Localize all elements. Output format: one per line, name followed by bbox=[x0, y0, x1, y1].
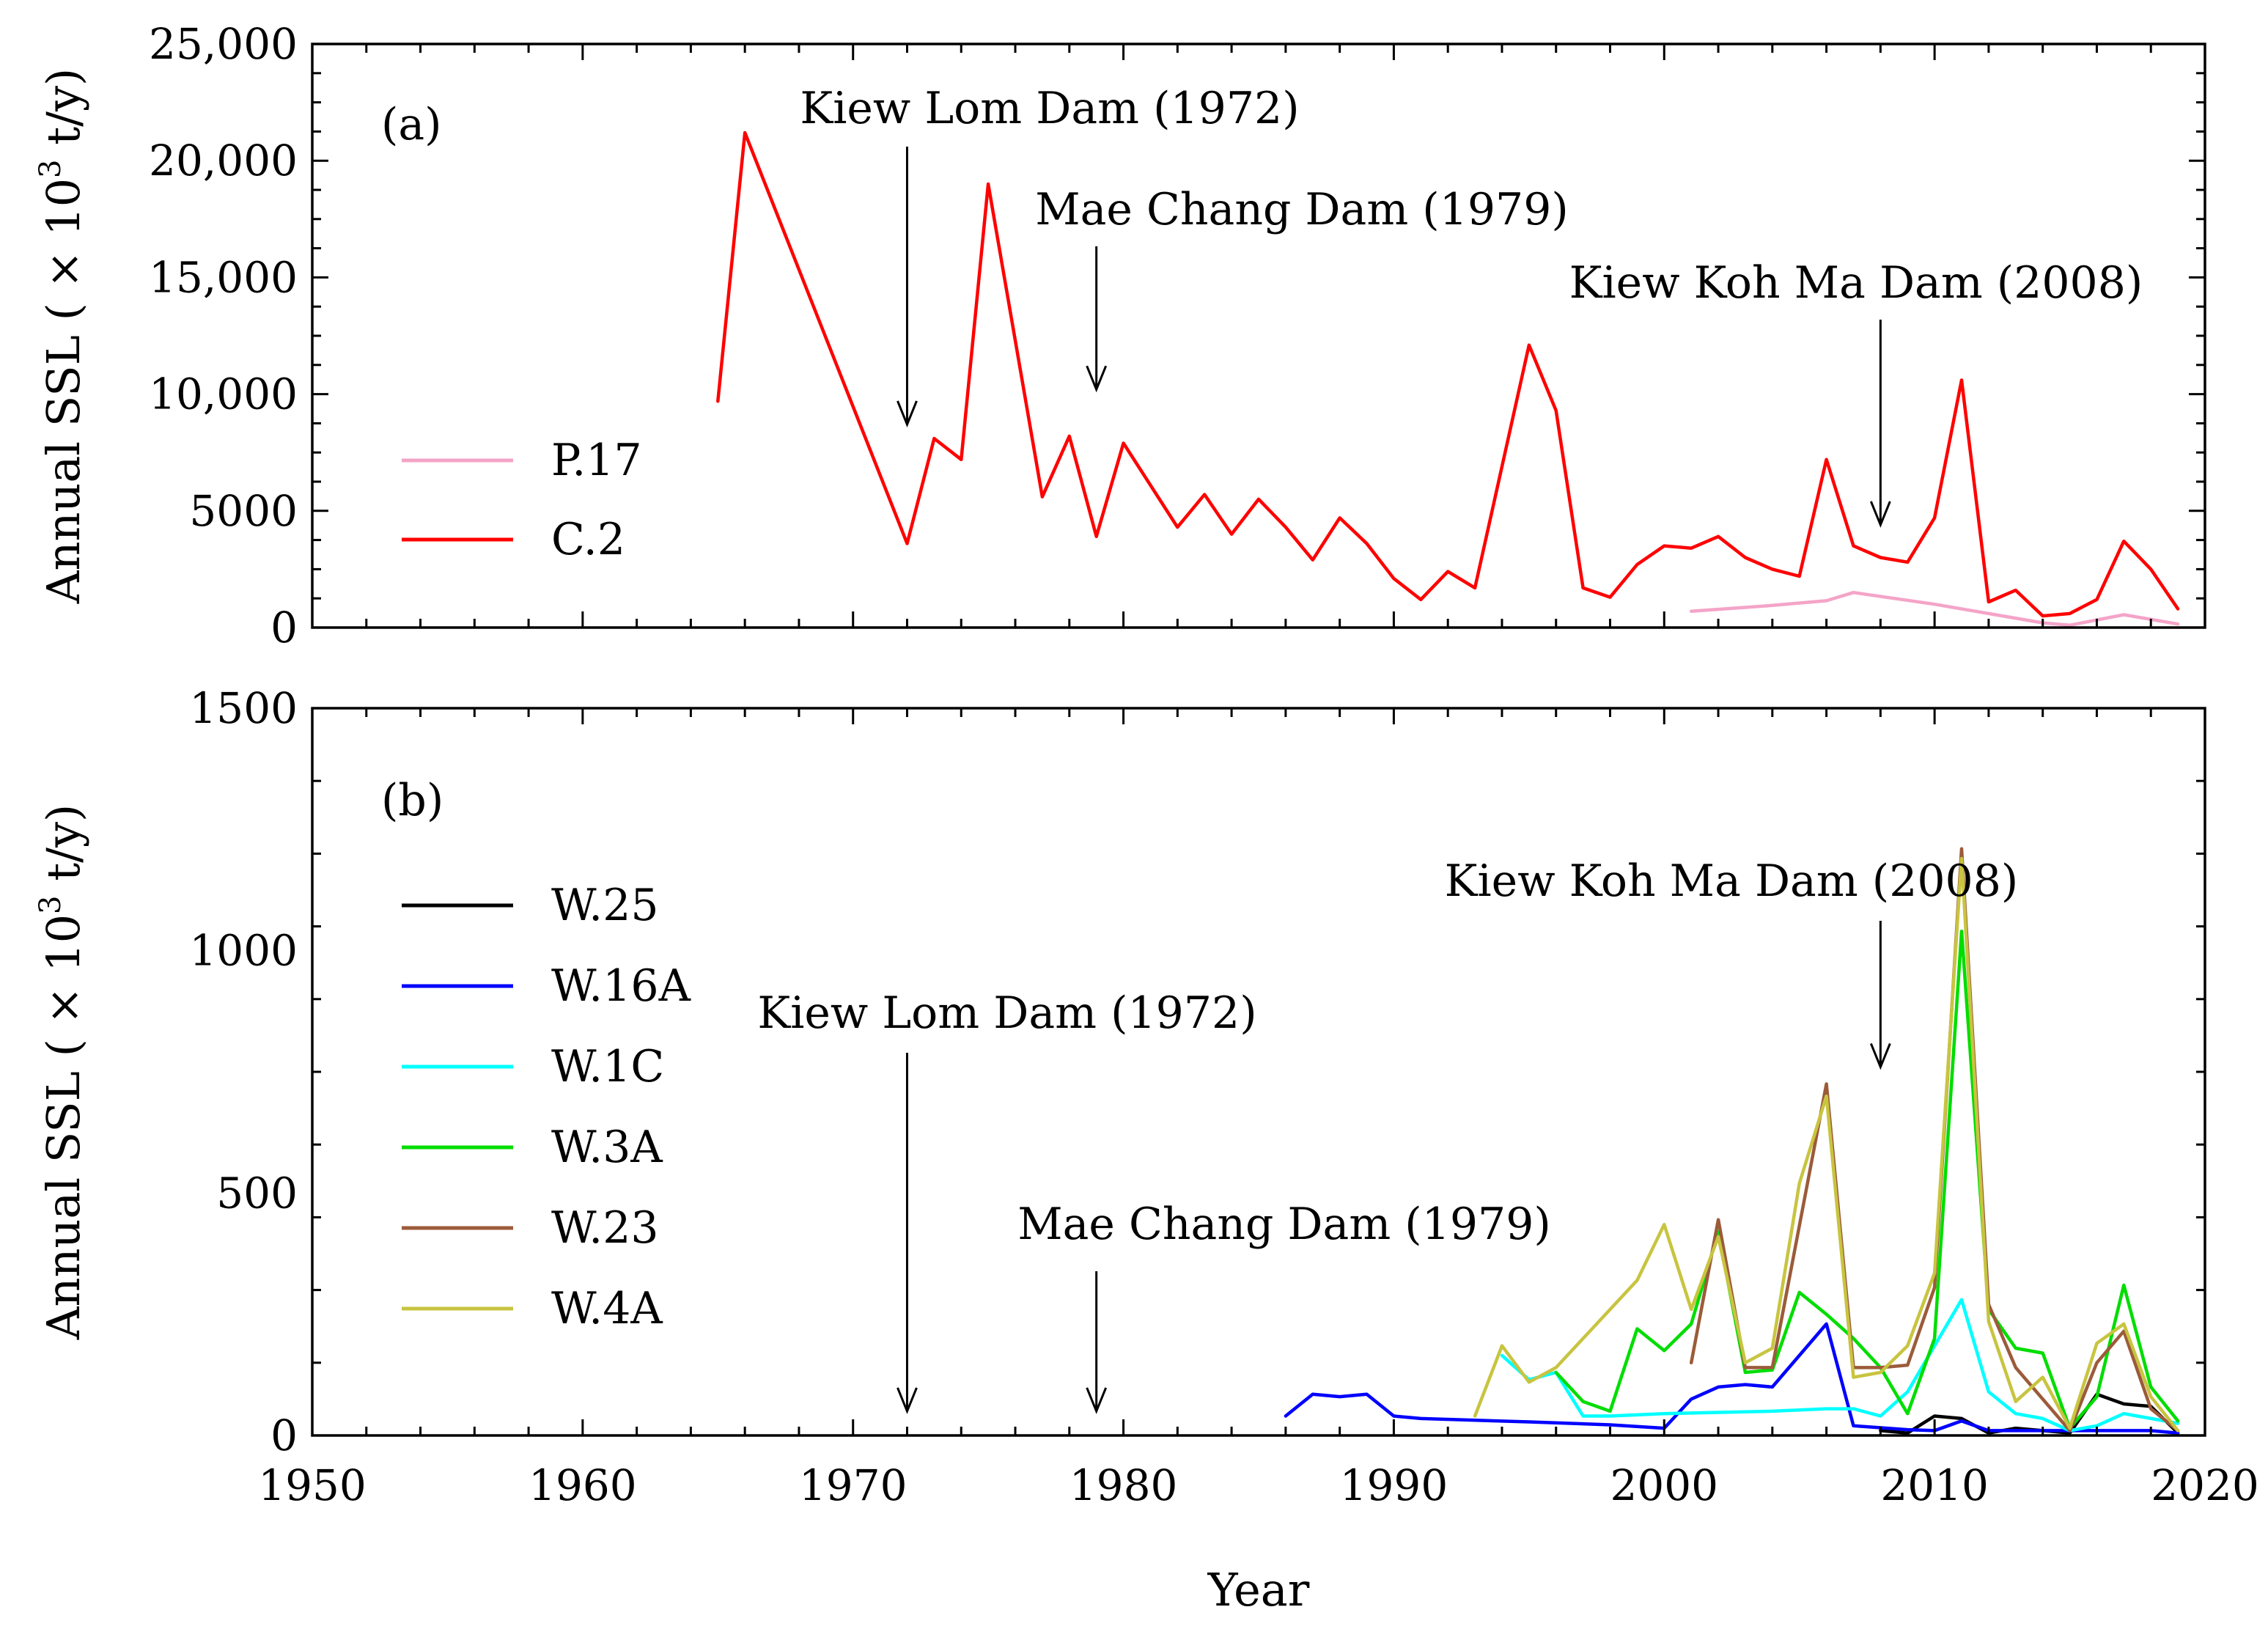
dam-annotation-label: Kiew Lom Dam (1972) bbox=[757, 988, 1256, 1039]
x-axis-title: Year bbox=[1207, 1563, 1310, 1617]
series-line-w3a bbox=[1554, 929, 2180, 1430]
series-line-w4a bbox=[1473, 856, 2180, 1433]
dam-annotation-label: Mae Chang Dam (1979) bbox=[1017, 1199, 1551, 1250]
legend-label: P.17 bbox=[551, 435, 642, 486]
panel-b-chart: 0 500 1000 1500 1950 1960 1970 1980 1990 2000 201… bbox=[34, 683, 2259, 1617]
x-tick-label: 2000 bbox=[1610, 1460, 1718, 1510]
legend-label: W.16A bbox=[551, 960, 691, 1012]
y-tick-label: 10,000 bbox=[149, 369, 298, 419]
legend-label: C.2 bbox=[551, 514, 625, 565]
x-tick-label: 1960 bbox=[529, 1460, 637, 1510]
legend-label: W.3A bbox=[551, 1122, 663, 1173]
legend-label: W.1C bbox=[551, 1041, 664, 1092]
y-tick-label: 500 bbox=[216, 1168, 298, 1218]
y-tick-label: 20,000 bbox=[149, 136, 298, 185]
dam-annotation-arrowhead bbox=[896, 400, 918, 427]
dam-annotation-arrowhead bbox=[1869, 501, 1891, 528]
y-tick-label: 1000 bbox=[189, 926, 298, 976]
dam-annotation-label: Kiew Koh Ma Dam (2008) bbox=[1569, 257, 2143, 309]
dam-annotation-label: Kiew Koh Ma Dam (2008) bbox=[1445, 856, 2019, 907]
series-line-w16a bbox=[1284, 1322, 2180, 1435]
legend-label: W.25 bbox=[551, 880, 659, 931]
panel-a-y-axis-title: Annual SSL ( × 103 t/y) bbox=[34, 68, 90, 604]
panel-b-label: (b) bbox=[381, 775, 443, 826]
dam-annotation-arrowhead bbox=[1086, 365, 1108, 393]
dam-annotation-label: Mae Chang Dam (1979) bbox=[1035, 184, 1569, 235]
y-tick-label: 1500 bbox=[189, 683, 298, 733]
panel-a-label: (a) bbox=[381, 99, 442, 150]
legend-label: W.4A bbox=[551, 1283, 663, 1334]
x-tick-label: 2020 bbox=[2151, 1460, 2259, 1510]
x-tick-label: 2010 bbox=[1880, 1460, 1989, 1510]
dam-annotation-arrowhead bbox=[896, 1387, 918, 1414]
y-tick-label: 0 bbox=[270, 1411, 298, 1460]
x-tick-label: 1950 bbox=[258, 1460, 367, 1510]
dam-annotation-arrowhead bbox=[1869, 1043, 1891, 1070]
dam-annotation-label: Kiew Lom Dam (1972) bbox=[800, 83, 1299, 134]
y-tick-label: 15,000 bbox=[149, 252, 298, 302]
panel-a-chart: 0 5000 10,000 15,000 20,000 25,000 (a) Annual… bbox=[34, 19, 2206, 652]
y-tick-label: 5000 bbox=[189, 486, 298, 536]
x-tick-label: 1990 bbox=[1340, 1460, 1448, 1510]
y-tick-label: 25,000 bbox=[149, 19, 298, 69]
y-tick-label: 0 bbox=[270, 603, 298, 652]
legend-label: W.23 bbox=[551, 1202, 659, 1254]
dam-annotation-arrowhead bbox=[1086, 1387, 1108, 1414]
panel-b-y-axis-title: Annual SSL ( × 103 t/y) bbox=[34, 804, 90, 1340]
series-line-c2 bbox=[716, 130, 2180, 618]
x-tick-label: 1980 bbox=[1069, 1460, 1178, 1510]
x-tick-label: 1970 bbox=[799, 1460, 907, 1510]
